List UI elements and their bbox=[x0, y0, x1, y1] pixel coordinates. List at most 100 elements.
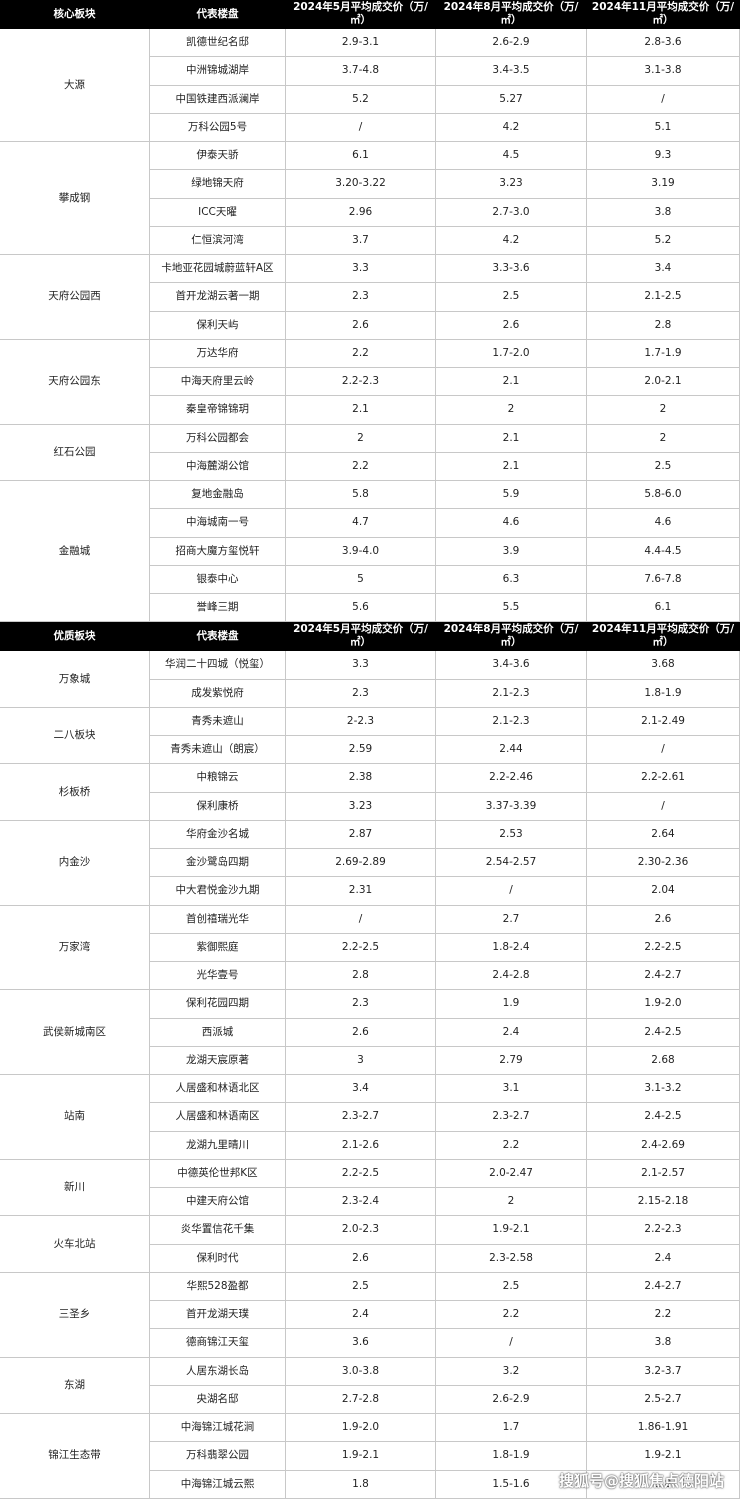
price-cell: 2.7-3.0 bbox=[436, 198, 587, 227]
group-name: 二八板块 bbox=[0, 707, 150, 765]
price-cell: 2.4-2.5 bbox=[587, 1103, 740, 1132]
price-cell: 3 bbox=[286, 1046, 436, 1075]
project-name: 成发紫悦府 bbox=[150, 679, 286, 708]
price-cell: 2.2 bbox=[286, 452, 436, 481]
price-cell: 3.1 bbox=[436, 1075, 587, 1104]
price-cell: 2.4-2.69 bbox=[587, 1131, 740, 1160]
project-name: 首开龙湖云著一期 bbox=[150, 283, 286, 312]
project-name: 保利时代 bbox=[150, 1244, 286, 1273]
price-cell: 4.2 bbox=[436, 113, 587, 142]
header-cell: 代表楼盘 bbox=[150, 622, 286, 652]
project-name: 银泰中心 bbox=[150, 565, 286, 594]
project-name: 龙湖天宸原著 bbox=[150, 1046, 286, 1075]
price-cell: 2.3 bbox=[286, 283, 436, 312]
project-name: 中海城南一号 bbox=[150, 509, 286, 538]
group-name: 万象城 bbox=[0, 651, 150, 708]
price-cell: 2-2.3 bbox=[286, 707, 436, 736]
price-cell: 2.2-2.5 bbox=[587, 933, 740, 962]
price-cell: 2.1 bbox=[436, 452, 587, 481]
price-cell: 2.1 bbox=[436, 368, 587, 397]
price-cell: 3.3 bbox=[286, 255, 436, 284]
price-cell: 1.7-2.0 bbox=[436, 339, 587, 368]
price-cell: 3.4 bbox=[587, 255, 740, 284]
price-cell: 5.8 bbox=[286, 481, 436, 510]
price-cell: / bbox=[587, 85, 740, 114]
project-name: 光华壹号 bbox=[150, 962, 286, 991]
price-cell: 3.0-3.8 bbox=[286, 1357, 436, 1386]
price-cell: 3.3 bbox=[286, 651, 436, 680]
price-cell: / bbox=[587, 736, 740, 765]
project-name: 誉峰三期 bbox=[150, 594, 286, 623]
price-cell: 1.8-1.9 bbox=[436, 1442, 587, 1471]
price-cell: 5.27 bbox=[436, 85, 587, 114]
header-cell: 2024年11月平均成交价（万/㎡） bbox=[587, 0, 740, 29]
price-cell: 3.1-3.8 bbox=[587, 57, 740, 86]
group-name: 火车北站 bbox=[0, 1216, 150, 1273]
group-name: 万家湾 bbox=[0, 905, 150, 991]
price-cell: 2.59 bbox=[286, 736, 436, 765]
price-cell: 2.1-2.3 bbox=[436, 707, 587, 736]
project-name: 中建天府公馆 bbox=[150, 1188, 286, 1217]
price-cell: 5.6 bbox=[286, 594, 436, 623]
price-cell: 1.8 bbox=[286, 1470, 436, 1499]
price-cell: 2.2-2.5 bbox=[286, 933, 436, 962]
price-cell: 2.5 bbox=[587, 452, 740, 481]
price-cell: 2.53 bbox=[436, 820, 587, 849]
price-cell: 2.7-2.8 bbox=[286, 1385, 436, 1414]
project-name: 紫御熙庭 bbox=[150, 933, 286, 962]
project-name: 仁恒滨河湾 bbox=[150, 226, 286, 255]
project-name: 人居盛和林语北区 bbox=[150, 1075, 286, 1104]
project-name: 招商大魔方玺悦轩 bbox=[150, 537, 286, 566]
price-cell: 2.2 bbox=[286, 339, 436, 368]
price-cell: 5.2 bbox=[587, 226, 740, 255]
price-cell: 3.8 bbox=[587, 198, 740, 227]
price-cell: 2.96 bbox=[286, 198, 436, 227]
project-name: 中海锦江城花涧 bbox=[150, 1414, 286, 1443]
price-cell: 1.9-2.1 bbox=[286, 1442, 436, 1471]
project-name: 绿地锦天府 bbox=[150, 170, 286, 199]
price-cell: 3.9-4.0 bbox=[286, 537, 436, 566]
price-cell: 2.3-2.7 bbox=[286, 1103, 436, 1132]
project-name: 华熙528盈都 bbox=[150, 1272, 286, 1301]
header-cell: 2024年5月平均成交价（万/㎡） bbox=[286, 622, 436, 652]
price-cell: 2.44 bbox=[436, 736, 587, 765]
price-cell: 5.1 bbox=[587, 113, 740, 142]
project-name: 西派城 bbox=[150, 1018, 286, 1047]
group-name: 站南 bbox=[0, 1075, 150, 1160]
price-cell: 3.4-3.6 bbox=[436, 651, 587, 680]
project-name: 人居盛和林语南区 bbox=[150, 1103, 286, 1132]
price-cell: 4.6 bbox=[436, 509, 587, 538]
price-cell: 4.6 bbox=[587, 509, 740, 538]
watermark: 搜狐号@搜狐焦点德阳站 bbox=[558, 1472, 724, 1490]
price-cell: 2.31 bbox=[286, 877, 436, 906]
price-cell: 2.2-2.5 bbox=[286, 1159, 436, 1188]
price-cell: 1.9-2.1 bbox=[436, 1216, 587, 1245]
price-cell: 2.54-2.57 bbox=[436, 849, 587, 878]
price-cell: 3.6 bbox=[286, 1329, 436, 1358]
price-cell: 3.1-3.2 bbox=[587, 1075, 740, 1104]
project-name: 中海天府里云岭 bbox=[150, 368, 286, 397]
header-cell: 代表楼盘 bbox=[150, 0, 286, 29]
project-name: 首创禧瑞光华 bbox=[150, 905, 286, 934]
price-cell: 2.3 bbox=[286, 990, 436, 1019]
price-cell: 3.8 bbox=[587, 1329, 740, 1358]
price-cell: 2.1-2.49 bbox=[587, 707, 740, 736]
price-cell: 3.20-3.22 bbox=[286, 170, 436, 199]
price-cell: 6.3 bbox=[436, 565, 587, 594]
project-name: 保利康桥 bbox=[150, 792, 286, 821]
price-cell: 5 bbox=[286, 565, 436, 594]
project-name: 首开龙湖天璞 bbox=[150, 1301, 286, 1330]
price-cell: 3.3-3.6 bbox=[436, 255, 587, 284]
price-cell: 2.1 bbox=[286, 396, 436, 425]
project-name: 中德英伦世邦K区 bbox=[150, 1159, 286, 1188]
group-name: 天府公园西 bbox=[0, 255, 150, 340]
price-cell: 2.3-2.7 bbox=[436, 1103, 587, 1132]
price-cell: 2 bbox=[436, 1188, 587, 1217]
project-name: 复地金融岛 bbox=[150, 481, 286, 510]
project-name: 秦皇帝锦锦玥 bbox=[150, 396, 286, 425]
price-cell: 4.5 bbox=[436, 142, 587, 171]
price-cell: 3.4-3.5 bbox=[436, 57, 587, 86]
price-cell: 2 bbox=[286, 424, 436, 453]
project-name: 华润二十四城（悦玺） bbox=[150, 651, 286, 680]
project-name: ICC天曜 bbox=[150, 198, 286, 227]
